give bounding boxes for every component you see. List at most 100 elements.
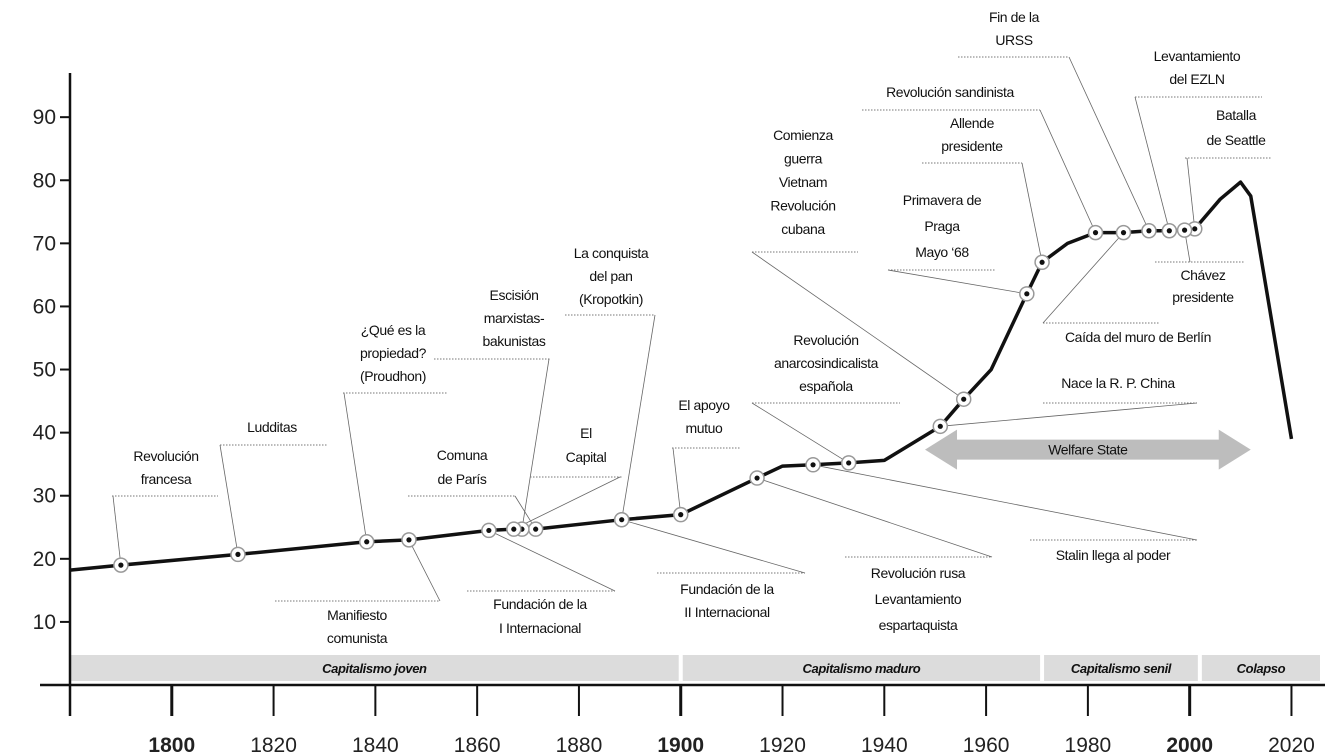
- event-dot: [1039, 259, 1045, 265]
- annotation-line: Ludditas: [247, 419, 297, 435]
- y-tick-label: 50: [33, 359, 56, 382]
- era-label: Capitalismo senil: [1071, 661, 1172, 676]
- event-dot: [533, 526, 539, 532]
- annotation-line: (Proudhon): [360, 368, 426, 384]
- annotation-label: Revolución francesa: [133, 448, 198, 487]
- era-band: [1201, 655, 1320, 681]
- annotation-line: La conquista: [574, 245, 649, 261]
- annotation-line: del EZLN: [1169, 71, 1224, 87]
- annotation-leader: [751, 251, 964, 400]
- annotation-line: Levantamiento: [1154, 48, 1241, 64]
- x-tick-label: 1820: [250, 734, 297, 755]
- annotation-line: Caída del muro de Berlín: [1065, 329, 1211, 345]
- annotation-line: mutuo: [686, 420, 724, 436]
- x-tick-label: 2020: [1268, 734, 1315, 755]
- event-dot: [406, 537, 412, 543]
- annotation-line: Escisión: [490, 287, 539, 303]
- annotation-label: Comuna de París: [437, 447, 488, 487]
- y-tick-label: 20: [33, 548, 56, 571]
- x-tick-label: 1940: [861, 734, 908, 755]
- annotation-line: Primavera de: [903, 192, 982, 208]
- annotation-line: Fin de la: [989, 9, 1040, 25]
- annotation-line: ¿Qué es la: [361, 322, 426, 338]
- annotation-line: del pan: [589, 268, 632, 284]
- annotation-leader: [488, 530, 616, 592]
- y-tick-label: 10: [33, 611, 56, 634]
- annotation-label: Escisión marxistas-bakunistas: [483, 287, 546, 349]
- annotation-label: Revolución sandinista: [886, 84, 1014, 100]
- event-dot: [754, 475, 760, 481]
- annotation-label: El Capital: [566, 425, 607, 465]
- annotation-leader: [1134, 96, 1170, 231]
- annotation-line: Revolución: [793, 332, 858, 348]
- annotation-line: Revolución sandinista: [886, 84, 1014, 100]
- event-dot: [961, 396, 967, 402]
- annotation-label: Stalin llega al poder: [1056, 547, 1171, 563]
- annotation-label: Fundación de la II Internacional: [680, 581, 774, 620]
- annotation-line: marxistas-: [484, 310, 545, 326]
- annotation-leader: [521, 358, 550, 530]
- annotation-leader: [751, 402, 849, 464]
- annotation-line: francesa: [141, 471, 192, 487]
- y-tick-label: 60: [33, 295, 56, 318]
- annotation-leader: [887, 269, 1027, 295]
- x-tick-label: 1860: [454, 734, 501, 755]
- annotation-leader: [1021, 162, 1043, 263]
- y-tick-label: 30: [33, 485, 56, 508]
- annotation-line: Batalla: [1216, 107, 1257, 123]
- era-band: [682, 655, 1041, 681]
- annotation-line: de Seattle: [1206, 132, 1266, 148]
- event-dot: [1092, 230, 1099, 236]
- event-dot: [235, 551, 241, 557]
- annotation-line: URSS: [995, 32, 1032, 48]
- annotation-label: Levantamiento del EZLN: [1154, 48, 1241, 87]
- annotation-leader: [1039, 109, 1096, 233]
- annotation-leader: [1186, 157, 1196, 229]
- annotation-line: presidente: [1172, 289, 1234, 305]
- annotation-line: (Kropotkin): [579, 291, 643, 307]
- annotation-line: El apoyo: [678, 397, 730, 413]
- annotation-leader: [112, 495, 122, 566]
- annotation-leader: [672, 447, 682, 515]
- event-dot: [1120, 230, 1127, 236]
- y-tick-label: 80: [33, 169, 56, 192]
- annotation-line: Praga: [924, 218, 960, 234]
- annotation-line: Revolución: [770, 198, 835, 214]
- annotation-label: Ludditas: [247, 419, 297, 435]
- annotation-leader: [219, 444, 239, 555]
- x-tick-label: 1960: [963, 734, 1010, 755]
- annotation-line: anarcosindicalista: [774, 355, 879, 371]
- annotation-line: Comienza: [773, 127, 833, 143]
- annotation-line: Fundación de la: [680, 581, 774, 597]
- annotation-line: Stalin llega al poder: [1056, 547, 1171, 563]
- annotation-leader: [408, 539, 441, 602]
- annotation-label: Fundación de la I Internacional: [493, 596, 587, 636]
- annotation-label: Primavera de Praga Mayo ‘68: [903, 192, 982, 260]
- annotation-leader: [513, 476, 621, 530]
- era-label: Capitalismo maduro: [803, 661, 921, 676]
- annotation-line: Fundación de la: [493, 596, 587, 612]
- event-dot: [1166, 228, 1172, 234]
- event-dot: [1181, 227, 1188, 233]
- annotation-line: Nace la R. P. China: [1061, 375, 1175, 391]
- annotation-line: española: [799, 378, 853, 394]
- annotation-line: cubana: [781, 221, 825, 237]
- event-dot: [1146, 228, 1152, 234]
- annotation-leader: [756, 477, 993, 558]
- event-dot: [364, 539, 370, 545]
- annotation-line: presidente: [941, 138, 1003, 154]
- x-tick-label: 1840: [352, 734, 399, 755]
- annotation-label: Caída del muro de Berlín: [1065, 329, 1211, 345]
- welfare-arrow: [925, 429, 1251, 470]
- annotation-line: guerra: [784, 151, 823, 167]
- event-dot: [511, 526, 517, 532]
- x-tick-label: 2000: [1166, 734, 1213, 755]
- annotation-line: Capital: [566, 449, 607, 465]
- event-dot: [1192, 226, 1198, 232]
- annotation-line: II Internacional: [684, 604, 770, 620]
- annotation-leader: [812, 464, 1198, 541]
- annotation-label: La conquista del pan (Kropotkin): [574, 245, 649, 307]
- annotation-line: El: [580, 425, 592, 441]
- annotation-line: de París: [438, 471, 487, 487]
